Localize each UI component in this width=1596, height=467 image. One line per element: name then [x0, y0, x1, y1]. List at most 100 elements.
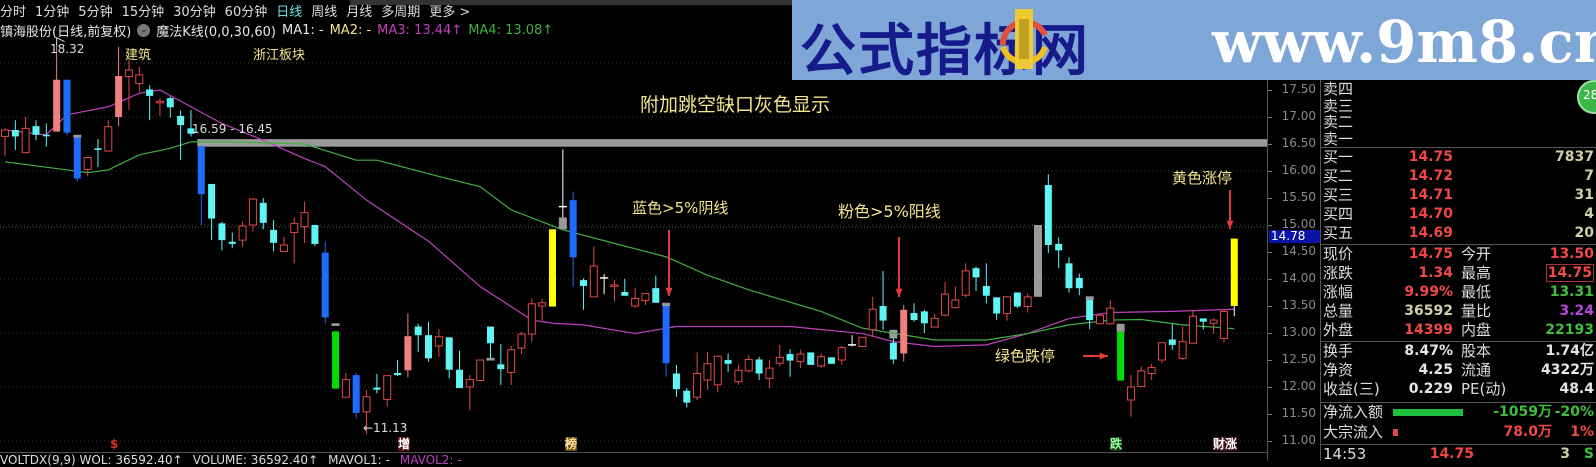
buy-level-label: 买二 [1323, 167, 1354, 185]
axis-tick [1268, 414, 1272, 415]
buy-level-label: 买五 [1323, 224, 1354, 242]
fundamental-row: 净资 4.25 流通 4322万 [1323, 361, 1594, 380]
gap-marker [197, 139, 1267, 147]
tab-9[interactable]: 多周期 [381, 4, 421, 20]
flow-label: 大宗流入 [1323, 423, 1384, 441]
stat-label: 内盘 [1461, 321, 1492, 339]
sector-label-zhejiang[interactable]: 浙江板块 [253, 48, 306, 63]
candle-body [693, 373, 702, 398]
candle-body [73, 137, 81, 179]
site-logo-icon [999, 9, 1048, 69]
candlestick-chart[interactable] [0, 0, 1267, 461]
indicator-name[interactable]: 魔法K线(0,0,30,60) [156, 24, 276, 40]
tab-3[interactable]: 15分钟 [121, 4, 165, 20]
candle-body [425, 335, 433, 359]
marker-bang[interactable]: 榜 [565, 437, 578, 451]
candle-body [1013, 292, 1021, 307]
axis-tick [1268, 306, 1272, 307]
candle-body [332, 331, 340, 389]
axis-tick-label: 12.00 [1281, 379, 1316, 393]
candle-body [755, 359, 763, 374]
candle-body [83, 157, 92, 170]
candle-body [1055, 243, 1063, 251]
candle-body [589, 265, 598, 298]
stat-value: 22193 [1545, 322, 1594, 338]
annotation-yellow: 黄色涨停 [1172, 169, 1233, 187]
sell-row: 卖四 [1323, 81, 1594, 97]
candle-body [930, 317, 939, 328]
tick-row: 14:53 14.75 3 S [1323, 445, 1594, 464]
candle-body [259, 202, 267, 223]
gap-range-label: 16.59 - 16.45 [192, 122, 273, 136]
price-axis[interactable]: 17.50 17.00 16.50 16.00 15.50 15.00 14.50 14.00… [1267, 0, 1320, 461]
candle-body [228, 241, 236, 244]
marker-die[interactable]: 跌 [1110, 437, 1123, 451]
vol-mavol1: MAVOL1: - [328, 453, 390, 467]
candle-body [920, 311, 928, 324]
candle-body [487, 326, 495, 344]
candle-body [744, 358, 753, 372]
candle-body [910, 313, 918, 321]
buy-price: 14.72 [1408, 168, 1453, 184]
candle-body [775, 356, 784, 364]
marker-caizhang[interactable]: 财涨 [1213, 437, 1238, 451]
candle-body [610, 284, 619, 287]
candle-body [1075, 277, 1083, 289]
sell-row: 卖二 [1323, 114, 1594, 130]
marker-dollar[interactable]: $ [110, 437, 119, 451]
flow-percent: -20% [1554, 404, 1594, 420]
stat-label: 涨幅 [1323, 283, 1354, 301]
candle-body [104, 126, 113, 152]
candle-body [961, 270, 970, 296]
tick-side: S [1583, 446, 1594, 462]
axis-tick [1268, 387, 1272, 388]
fund-label: PE(动) [1461, 380, 1507, 398]
tab-1[interactable]: 1分钟 [35, 4, 70, 20]
candle-body [63, 79, 71, 133]
sector-label-building[interactable]: 建筑 [125, 48, 152, 63]
candle-body [341, 378, 350, 398]
candle-body [279, 244, 288, 252]
divider [1321, 244, 1596, 245]
tab-8[interactable]: 月线 [346, 4, 373, 20]
chevron-down-icon[interactable]: ⌄ [137, 23, 151, 37]
banner-url: www.9m8.cn [1212, 8, 1596, 76]
tab-0[interactable]: 分时 [0, 4, 27, 20]
candle-body [218, 223, 226, 241]
candle-body [900, 309, 908, 354]
candle-body [42, 134, 50, 137]
gap-marker [73, 134, 82, 138]
buy-volume: 20 [1574, 225, 1594, 241]
candle-body [1086, 300, 1094, 321]
candle-body [972, 268, 980, 278]
candle-body [1044, 185, 1052, 245]
vol-volume: VOLUME: 36592.40↑ [192, 453, 319, 467]
flow-bar [1393, 409, 1463, 416]
tab-5[interactable]: 60分钟 [224, 4, 268, 20]
axis-tick-label: 14.00 [1281, 271, 1316, 285]
axis-tick [1268, 198, 1272, 199]
candle-body [404, 336, 412, 371]
candle-body [1147, 367, 1156, 374]
candle-body [879, 306, 887, 321]
sell-row: 卖三 [1323, 98, 1594, 114]
ma1-value: MA1: - [281, 22, 324, 38]
flow-bar [1393, 429, 1398, 436]
tab-7[interactable]: 周线 [311, 4, 338, 20]
candle-body [1137, 370, 1146, 387]
tab-10[interactable]: 更多 > [429, 4, 471, 20]
flow-value: -1059万 [1493, 404, 1552, 420]
axis-tick-label: 13.00 [1281, 325, 1316, 339]
buy-price: 14.75 [1408, 149, 1453, 165]
flow-percent: 1% [1570, 424, 1594, 440]
stat-label: 总量 [1323, 302, 1354, 320]
stat-row: 总量 36592 量比 3.24 [1323, 302, 1594, 321]
tab-4[interactable]: 30分钟 [173, 4, 216, 20]
annotation-blue: 蓝色>5%阴线 [632, 199, 729, 217]
tab-2[interactable]: 5分钟 [78, 4, 113, 20]
tab-6[interactable]: 日线 [276, 4, 303, 20]
fund-value: 0.229 [1408, 381, 1453, 397]
stat-label: 最高 [1461, 264, 1492, 282]
marker-zeng[interactable]: 增 [398, 437, 411, 451]
candle-body [146, 89, 154, 96]
